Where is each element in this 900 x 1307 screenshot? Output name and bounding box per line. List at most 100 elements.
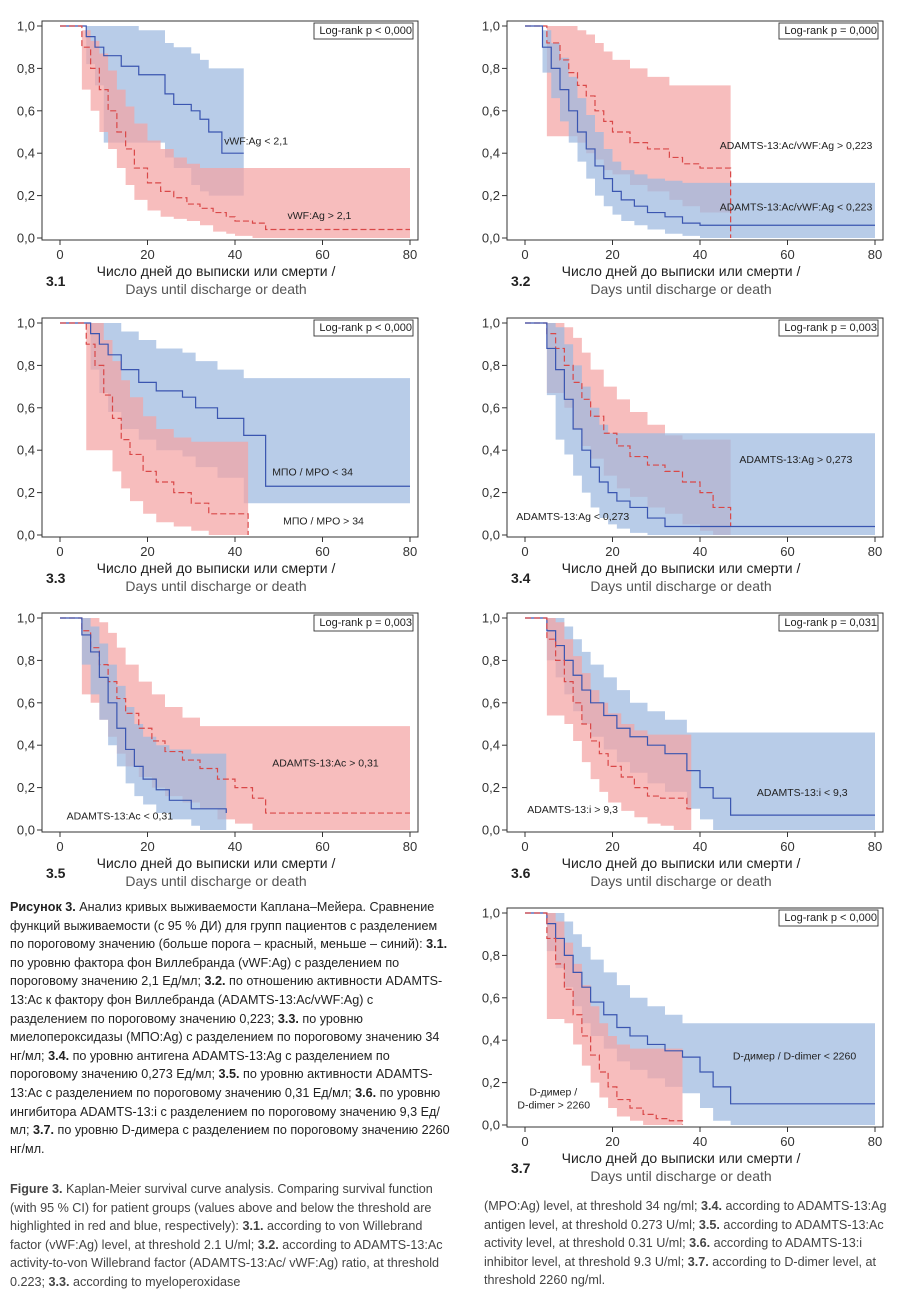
y-tick-label: 1,0 <box>482 19 500 34</box>
caption-en-p7: according to D-dimer level, at threshold… <box>484 1254 877 1288</box>
group-label-2-line2: D-dimer > 2260 <box>517 1099 590 1111</box>
x-tick-label: 80 <box>403 247 417 262</box>
caption-ru-p5-label: 3.5. <box>218 1067 240 1082</box>
survival-curve-2 <box>525 912 684 1125</box>
y-tick-label: 0,2 <box>17 485 35 500</box>
caption-ru-p4-label: 3.4. <box>48 1048 70 1063</box>
caption-en-p1-label: 3.1. <box>242 1219 264 1234</box>
x-tick-label: 20 <box>140 544 154 559</box>
x-tick-label: 20 <box>140 247 154 262</box>
km-chart-svg: 0,0 0,2 0,4 0,6 0,8 1,0 0 20 40 60 80 Log-rank p < … <box>17 316 419 594</box>
group-label-2: ADAMTS-13:Ag < 0,273 <box>516 511 629 523</box>
y-tick-label: 0,0 <box>17 231 35 246</box>
y-tick-label: 0,2 <box>17 188 35 203</box>
logrank-label: Log-rank p = 0,000 <box>784 25 877 37</box>
x-axis-label-en: Days until discharge or death <box>590 578 771 594</box>
caption-ru-p3-label: 3.3. <box>277 1011 299 1026</box>
x-axis-label-ru: Число дней до выписки или смерти / <box>562 560 801 576</box>
logrank-box <box>778 909 879 927</box>
group-label-2: D-димер / <box>529 1086 577 1098</box>
group-label-1: ADAMTS-13:Ac/vWF:Ag > 0,223 <box>720 140 873 152</box>
x-tick-label: 20 <box>140 839 154 854</box>
caption-en-p3-label: 3.3. <box>48 1274 70 1289</box>
x-axis-label-en: Days until discharge or death <box>125 281 306 297</box>
y-tick-label: 0,4 <box>482 146 500 161</box>
y-tick-label: 0,0 <box>482 823 500 838</box>
caption-en-p4: according to ADAMTS-13:Ag antigen level,… <box>484 1199 887 1232</box>
logrank-label: Log-rank p < 0,000 <box>319 322 412 334</box>
y-tick-label: 0,8 <box>482 948 500 963</box>
panel-number: 3.7 <box>511 1160 531 1176</box>
y-tick-label: 0,4 <box>482 738 500 753</box>
chart-panel-3-5: 0,0 0,2 0,4 0,6 0,8 1,0 0 20 40 60 80 Log-rank p = … <box>0 600 440 895</box>
x-axis-label-en: Days until discharge or death <box>590 873 771 889</box>
survival-curve-1 <box>60 25 244 154</box>
ci-band-1 <box>60 323 410 504</box>
caption-en-p2-label: 3.2. <box>257 1237 279 1252</box>
group-label-1: МПО / MPO < 34 <box>272 467 353 479</box>
plot-frame <box>41 612 419 833</box>
y-tick-label: 0,8 <box>482 358 500 373</box>
logrank-label: Log-rank p = 0,003 <box>784 322 877 334</box>
y-tick-label: 0,8 <box>17 358 35 373</box>
panel-number: 3.3 <box>46 570 66 586</box>
y-tick-label: 0,6 <box>17 103 35 118</box>
group-label-2: ADAMTS-13:Ac/vWF:Ag < 0,223 <box>720 201 873 213</box>
caption-ru-p5: по уровню активности ADAMTS-13:Ac с разд… <box>10 1067 433 1100</box>
x-axis-label-en: Days until discharge or death <box>125 873 306 889</box>
y-tick-label: 0,4 <box>482 1033 500 1048</box>
y-tick-label: 0,2 <box>482 1075 500 1090</box>
x-tick-label: 80 <box>868 247 882 262</box>
plot-frame <box>41 20 419 241</box>
caption-ru-text: Анализ кривых выживаемости Каплана–Мейер… <box>10 900 438 952</box>
x-axis-label-en: Days until discharge or death <box>590 281 771 297</box>
caption-ru-p1-label: 3.1. <box>426 937 448 952</box>
caption-ru-lead: Рисунок 3. <box>10 900 76 914</box>
y-tick-label: 0,6 <box>482 103 500 118</box>
x-tick-label: 80 <box>868 544 882 559</box>
y-tick-label: 0,0 <box>17 528 35 543</box>
logrank-box <box>313 614 414 632</box>
x-tick-label: 0 <box>521 544 528 559</box>
caption-ru-p7: по уровню D-димера с разделением по поро… <box>10 1123 450 1156</box>
y-tick-label: 0,0 <box>482 231 500 246</box>
caption-ru-p1: по уровню фактора фон Виллебранда (vWF:A… <box>10 955 400 989</box>
x-tick-label: 60 <box>780 247 794 262</box>
x-tick-label: 40 <box>228 544 242 559</box>
y-tick-label: 0,8 <box>17 653 35 668</box>
caption-en-cont: (MPO:Ag) level, at threshold 34 ng/ml; <box>484 1199 701 1213</box>
x-tick-label: 20 <box>605 247 619 262</box>
x-tick-label: 40 <box>228 247 242 262</box>
y-tick-label: 1,0 <box>17 316 35 331</box>
x-tick-label: 60 <box>780 839 794 854</box>
survival-curve-1 <box>60 617 410 814</box>
y-tick-label: 1,0 <box>482 906 500 921</box>
panel-number: 3.2 <box>511 273 531 289</box>
group-label-1: ADAMTS-13:Ag > 0,273 <box>739 454 852 466</box>
y-tick-label: 1,0 <box>17 19 35 34</box>
km-chart-svg: 0,0 0,2 0,4 0,6 0,8 1,0 0 20 40 60 80 Log-rank p < … <box>482 906 884 1184</box>
y-tick-label: 0,2 <box>482 485 500 500</box>
survival-curve-1 <box>525 617 875 816</box>
ci-band-2 <box>60 323 249 535</box>
caption-en-p5: according to ADAMTS-13:Ac activity level… <box>484 1217 884 1251</box>
chart-panel-3-1: 0,0 0,2 0,4 0,6 0,8 1,0 0 20 40 60 80 Log-rank p < … <box>0 8 440 303</box>
y-tick-label: 0,6 <box>482 695 500 710</box>
y-tick-label: 0,0 <box>482 528 500 543</box>
panel-number: 3.6 <box>511 865 531 881</box>
ci-band-2 <box>60 618 227 830</box>
x-axis-label-en: Days until discharge or death <box>125 578 306 594</box>
x-axis-label-ru: Число дней до выписки или смерти / <box>562 855 801 871</box>
panel-number: 3.5 <box>46 865 66 881</box>
x-tick-label: 60 <box>780 544 794 559</box>
logrank-label: Log-rank p = 0,031 <box>784 617 877 629</box>
caption-en-p3: according to myeloperoxidase <box>69 1274 241 1289</box>
x-tick-label: 0 <box>56 839 63 854</box>
panel-number: 3.1 <box>46 273 66 289</box>
ci-band-2 <box>525 323 875 535</box>
caption-en-lead: Figure 3. <box>10 1182 63 1196</box>
x-axis-label-ru: Число дней до выписки или смерти / <box>97 855 336 871</box>
ci-band-2 <box>60 26 410 238</box>
group-label-1: vWF:Ag < 2,1 <box>224 136 288 148</box>
x-tick-label: 60 <box>315 544 329 559</box>
